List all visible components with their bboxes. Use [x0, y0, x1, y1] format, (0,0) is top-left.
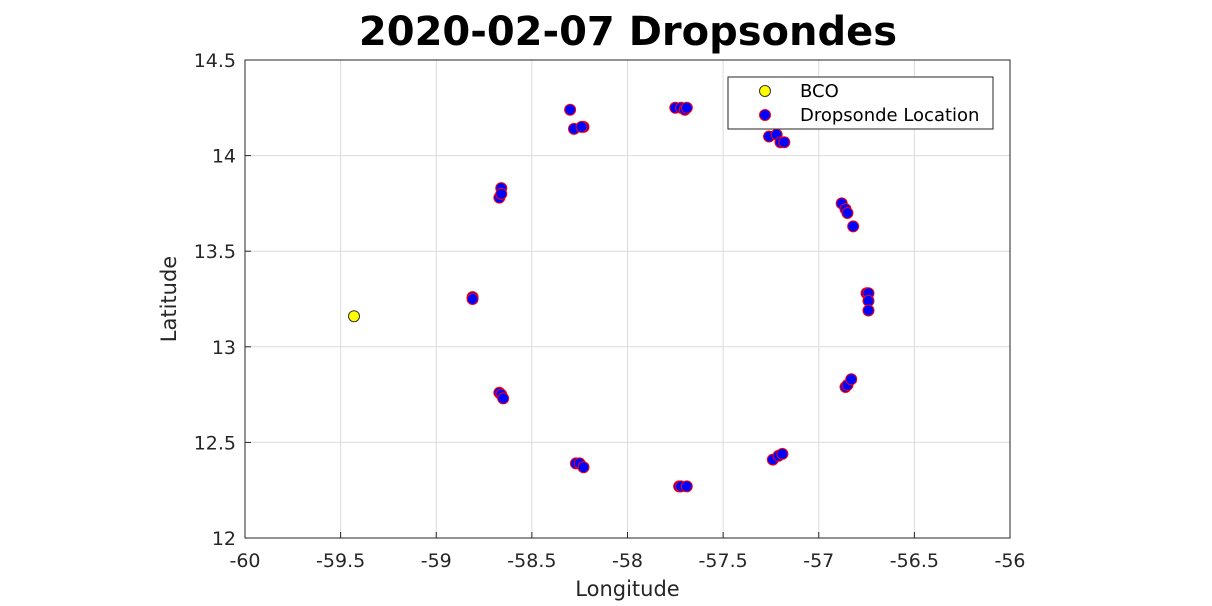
y-axis-label: Latitude [157, 256, 181, 342]
axis-ticks: -60 -59.5 -59 -58.5 -58 -57.5 -57 -56.5 -56 12 12.… [194, 50, 1026, 572]
x-tick-label: -58.5 [507, 550, 556, 572]
y-tick-label: 14.5 [194, 50, 236, 72]
bco-point [348, 310, 361, 323]
dropsonde-point [862, 304, 875, 317]
legend-label-bco: BCO [800, 81, 839, 102]
legend-box [727, 76, 994, 130]
dropsonde-point [564, 103, 577, 116]
data-points [348, 101, 875, 493]
y-tick-label: 13.5 [194, 241, 236, 263]
dropsonde-point [495, 187, 508, 200]
y-tick-label: 12.5 [194, 432, 236, 454]
dropsonde-point [680, 101, 693, 114]
legend-marker-bco [759, 85, 771, 97]
x-tick-label: -56 [994, 550, 1025, 572]
dropsonde-point [466, 293, 479, 305]
legend: BCO Dropsonde Location [727, 76, 994, 130]
dropsonde-point [575, 120, 588, 133]
dropsonde-point [841, 206, 854, 219]
y-tick-label: 13 [212, 337, 236, 359]
x-tick-label: -57 [803, 550, 834, 572]
chart-title: 2020-02-07 Dropsondes [359, 9, 897, 55]
dropsonde-point [577, 461, 590, 474]
grid [244, 59, 1011, 539]
x-tick-label: -58 [612, 550, 643, 572]
legend-marker-dropsonde [759, 109, 771, 121]
x-tick-label: -59 [421, 550, 452, 572]
x-tick-label: -56.5 [890, 550, 939, 572]
x-tick-label: -59.5 [316, 550, 365, 572]
legend-label-dropsonde: Dropsonde Location [800, 105, 979, 126]
dropsonde-point [847, 220, 860, 233]
dropsonde-point [497, 392, 510, 405]
y-tick-label: 14 [212, 146, 236, 168]
y-tick-label: 12 [212, 528, 236, 550]
dropsonde-point [680, 480, 693, 493]
dropsonde-point [776, 447, 789, 460]
x-tick-label: -60 [229, 550, 260, 572]
dropsonde-point [778, 136, 791, 149]
x-tick-label: -57.5 [699, 550, 748, 572]
dropsonde-point [845, 373, 858, 386]
x-axis-label: Longitude [575, 577, 679, 601]
